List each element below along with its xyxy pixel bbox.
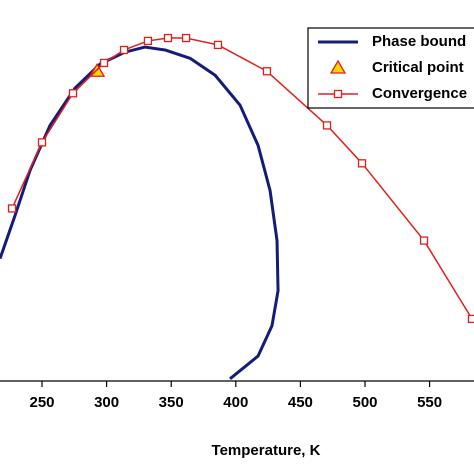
legend-label: Critical point — [372, 59, 464, 76]
x-tick-label: 250 — [29, 394, 54, 411]
point — [322, 121, 332, 130]
x-tick-label: 350 — [159, 394, 184, 411]
legend-label: Convergence — [372, 85, 467, 102]
x-tick-label: 500 — [352, 394, 377, 411]
point — [419, 236, 429, 245]
series-line — [11, 37, 473, 320]
x-tick-label: 550 — [417, 394, 442, 411]
point — [7, 204, 17, 213]
legend-label: Phase bound — [372, 33, 466, 50]
point — [181, 33, 191, 43]
point — [163, 33, 173, 43]
x-tick-label: 300 — [94, 394, 119, 411]
point — [467, 314, 474, 324]
x-tick-label: 400 — [223, 394, 248, 411]
point — [357, 159, 367, 168]
x-tick-label: 450 — [288, 394, 313, 411]
x-axis-label: Temperature, K — [212, 442, 321, 459]
legend-marker — [333, 89, 343, 99]
point — [262, 67, 272, 76]
point — [99, 58, 109, 68]
legend-marker — [329, 59, 347, 74]
point — [143, 36, 153, 46]
point — [213, 40, 223, 50]
point — [37, 138, 47, 147]
series-line — [0, 45, 280, 380]
point — [68, 89, 78, 98]
point — [119, 45, 129, 55]
